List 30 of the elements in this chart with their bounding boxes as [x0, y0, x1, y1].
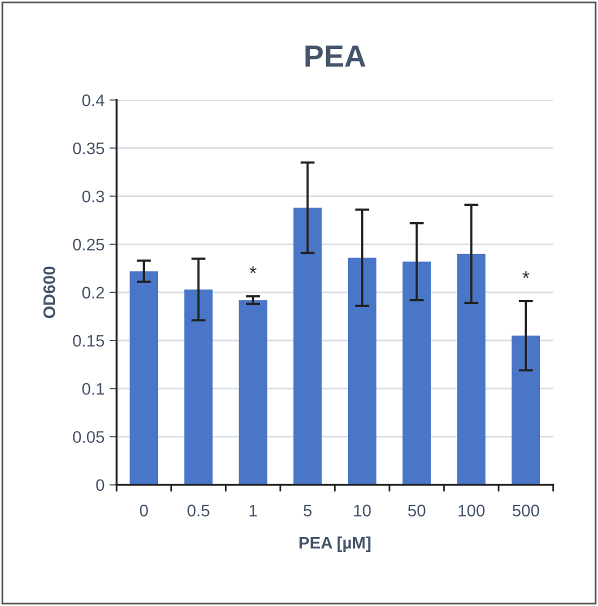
y-tick-label: 0.05 — [73, 431, 104, 443]
bar — [512, 336, 540, 485]
bar — [348, 258, 376, 485]
x-tick-label: 10 — [354, 504, 371, 516]
bar — [457, 254, 486, 485]
x-axis-title: PEA [µM] — [300, 536, 370, 552]
y-tick-label: 0.15 — [73, 334, 104, 347]
y-tick-label: 0.4 — [82, 94, 104, 106]
x-tick-label: 0.5 — [188, 504, 210, 516]
x-tick-label: 0 — [140, 504, 148, 516]
bar — [184, 290, 213, 485]
annotation: * — [250, 266, 257, 274]
x-tick-label: 50 — [408, 504, 426, 516]
y-axis-title: OD600 — [43, 266, 56, 318]
x-tick-label: 1 — [250, 504, 257, 516]
chart-title: PEA — [306, 46, 366, 67]
bar — [238, 300, 268, 485]
bar — [293, 208, 322, 485]
y-tick-label: 0.1 — [82, 383, 104, 395]
y-tick-label: 0.25 — [73, 238, 104, 250]
y-tick-label: 0.2 — [82, 286, 104, 299]
x-tick-label: 5 — [304, 504, 312, 516]
x-tick-label: 100 — [458, 504, 485, 516]
y-tick-label: 0.35 — [73, 142, 104, 154]
x-tick-label: 500 — [512, 504, 540, 516]
bar — [130, 271, 158, 485]
annotation: * — [522, 271, 530, 278]
bar — [402, 262, 431, 485]
y-tick-label: 0 — [96, 479, 104, 492]
y-tick-label: 0.3 — [82, 190, 104, 202]
